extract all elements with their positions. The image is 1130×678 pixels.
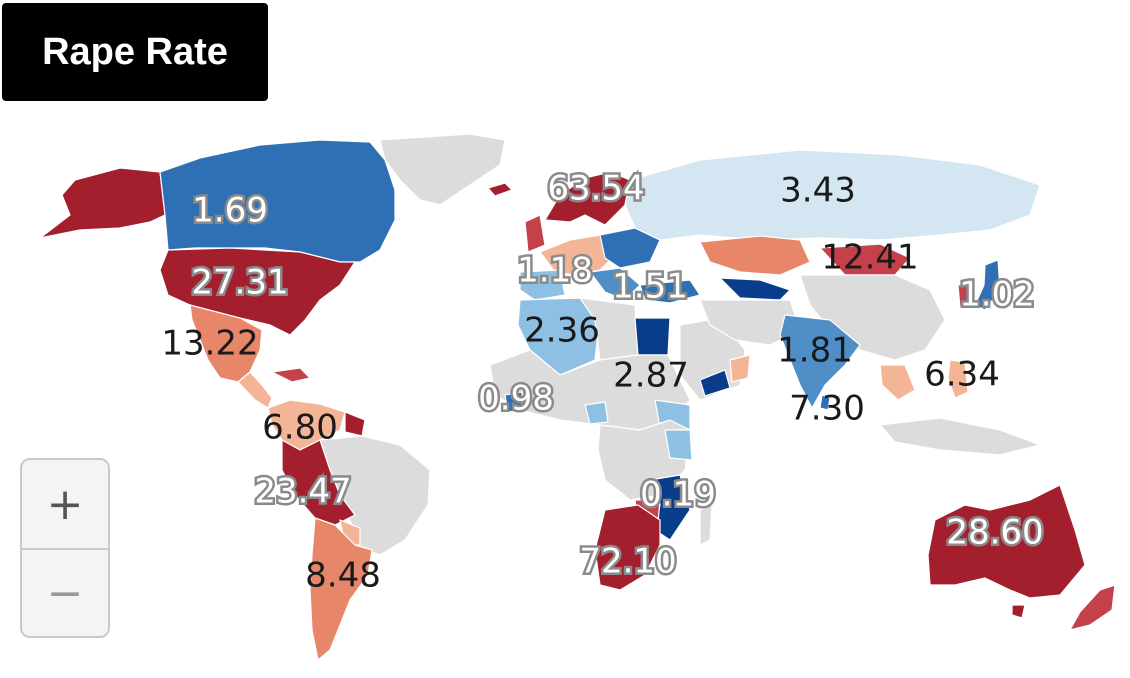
region-nigeria bbox=[584, 401, 609, 425]
value-label-philippines: 6.34 bbox=[924, 355, 1000, 395]
region-canada bbox=[159, 139, 396, 263]
map-title-box: Rape Rate bbox=[2, 3, 268, 101]
region-south-africa bbox=[594, 504, 661, 591]
value-label-india: 1.81 bbox=[777, 331, 853, 371]
value-label-algeria: 2.36 bbox=[524, 311, 600, 351]
region-india bbox=[779, 314, 861, 409]
value-label-egypt: 2.87 bbox=[613, 356, 689, 396]
value-label-japan: 1.02 bbox=[959, 275, 1035, 315]
zoom-out-button[interactable]: − bbox=[22, 548, 108, 636]
value-label-australia: 28.60 bbox=[946, 513, 1043, 553]
region-argentina bbox=[309, 517, 373, 661]
region-yemen bbox=[699, 369, 731, 397]
map-regions bbox=[39, 133, 1116, 661]
region-russia bbox=[624, 149, 1041, 241]
region-sri-lanka bbox=[819, 394, 831, 411]
region-iberia bbox=[519, 269, 566, 301]
region-colombia bbox=[267, 399, 346, 451]
region-kazakhstan bbox=[699, 235, 811, 276]
value-label-argentina: 8.48 bbox=[305, 556, 381, 596]
region-oman bbox=[729, 354, 751, 383]
map-title: Rape Rate bbox=[42, 30, 228, 73]
map-value-labels: 1.69 27.31 13.22 6.80 23.47 8.48 63.54 3.43 12.4… bbox=[161, 166, 1046, 596]
value-label-turkey: 1.51 bbox=[612, 267, 688, 307]
zoom-in-button[interactable]: + bbox=[22, 460, 108, 548]
value-label-south-africa: 72.10 bbox=[579, 542, 676, 582]
region-japan bbox=[974, 259, 1001, 311]
value-label-mexico: 13.22 bbox=[161, 324, 258, 364]
region-peru bbox=[281, 439, 356, 526]
region-kenya bbox=[664, 429, 693, 461]
zoom-control: + − bbox=[20, 458, 110, 638]
region-turkey bbox=[639, 279, 701, 304]
region-alaska bbox=[39, 167, 166, 239]
region-new-zealand bbox=[1069, 584, 1116, 631]
value-label-spain: 1.18 bbox=[517, 251, 593, 291]
value-label-sweden: 63.54 bbox=[547, 169, 644, 209]
value-label-canada: 1.69 bbox=[192, 191, 268, 231]
region-tasmania bbox=[1011, 604, 1026, 619]
region-madagascar bbox=[699, 504, 713, 546]
region-caribbean bbox=[271, 367, 311, 383]
value-label-sri-lanka: 7.30 bbox=[789, 389, 865, 429]
region-caucasus bbox=[719, 277, 791, 301]
region-indonesia bbox=[879, 417, 1041, 456]
region-uk bbox=[524, 214, 546, 253]
region-philippines bbox=[947, 359, 969, 399]
region-iceland bbox=[487, 182, 513, 197]
region-guyana bbox=[344, 411, 366, 437]
value-label-caribbean: 6.80 bbox=[262, 408, 338, 448]
value-label-united-states: 27.31 bbox=[191, 263, 288, 303]
value-label-russia: 3.43 bbox=[780, 171, 856, 211]
region-greenland bbox=[379, 133, 506, 206]
value-label-peru: 23.47 bbox=[254, 472, 351, 512]
region-mongolia bbox=[819, 243, 911, 276]
region-korea bbox=[957, 284, 971, 309]
region-southeast-asia bbox=[879, 364, 916, 401]
region-ghana bbox=[504, 391, 523, 413]
region-central-america bbox=[237, 371, 273, 409]
region-australia bbox=[927, 484, 1086, 599]
region-balkans bbox=[589, 267, 641, 301]
value-label-ghana: 0.98 bbox=[478, 379, 554, 419]
value-label-mozambique: 0.19 bbox=[640, 475, 716, 515]
value-label-kazakhstan: 12.41 bbox=[821, 238, 918, 278]
region-egypt bbox=[634, 317, 671, 356]
